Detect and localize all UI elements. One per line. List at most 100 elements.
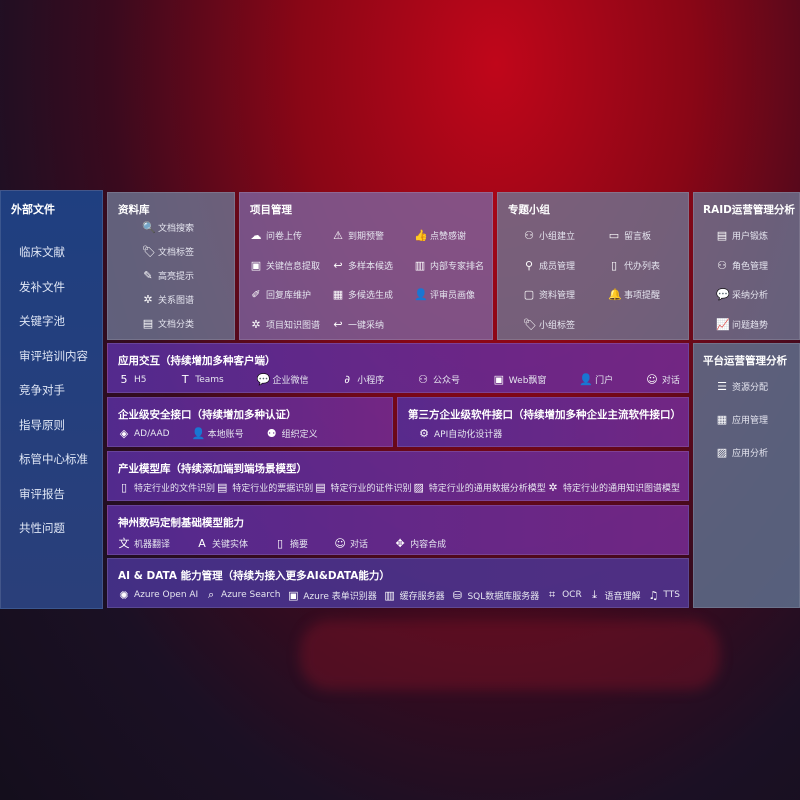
panel-platform: 平台运营管理分析 ☰ 资源分配 ▦ 应用管理 ▨ 应用分析 — [693, 343, 800, 608]
item-wechat[interactable]: 💬 企业微信 — [256, 373, 308, 386]
item-form[interactable]: ▣ Azure 表单识别器 — [287, 588, 377, 602]
item-entity[interactable]: A 关键实体 — [196, 535, 248, 551]
item-folder[interactable]: ▢ 资料管理 — [523, 288, 575, 301]
item-label: 文档标签 — [158, 248, 195, 258]
item-miniprogram[interactable]: ∂ 小程序 — [341, 373, 384, 386]
item-compose[interactable]: ✥ 内容合成 — [394, 535, 446, 551]
form-icon: ▣ — [288, 588, 299, 602]
item-label: 角色管理 — [732, 261, 769, 272]
translate-icon: 文 — [118, 537, 130, 550]
item-tag[interactable]: 🏷 小组标签 — [523, 318, 575, 331]
sidebar-item[interactable]: 发补文件 — [19, 279, 65, 294]
item-bbs[interactable]: ▭ 留言板 — [608, 229, 651, 242]
item-doc-search[interactable]: 🔍 文档搜索 — [142, 221, 194, 234]
tts-icon: ♫ — [648, 588, 659, 602]
item-edit[interactable]: ✐ 回复库维护 — [250, 288, 311, 301]
item-cloud-upload[interactable]: ☁ 问卷上传 — [250, 229, 303, 242]
graph-icon: ✲ — [143, 293, 153, 306]
item-window[interactable]: ▣ Web飘窗 — [493, 373, 547, 386]
item-pen[interactable]: ✎ 高亮提示 — [142, 269, 194, 282]
item-users[interactable]: ⚇ 小组建立 — [523, 229, 575, 242]
item-receipt[interactable]: ▤ 特定行业的票据识别 — [216, 481, 313, 494]
item-qa[interactable]: 💬 采纳分析 — [716, 288, 768, 301]
item-chart[interactable]: ▨ 应用分析 — [716, 446, 768, 459]
users-icon: ⚇ — [524, 229, 534, 242]
item-user[interactable]: 👤 评审员画像 — [414, 288, 475, 301]
item-search[interactable]: ⌕ Azure Search — [205, 588, 281, 602]
item-doc-category[interactable]: ▤ 文档分类 — [142, 317, 194, 330]
sidebar-item[interactable]: 审评报告 — [19, 486, 65, 501]
item-users[interactable]: ⚇ 公众号 — [417, 373, 460, 386]
item-trend[interactable]: 📈 问题趋势 — [716, 318, 768, 331]
item-id-card[interactable]: ▤ 用户锻炼 — [716, 229, 768, 242]
compose-icon: ✥ — [395, 536, 405, 550]
sidebar-item[interactable]: 标管中心标准 — [19, 452, 88, 466]
sidebar-item[interactable]: 审评培训内容 — [19, 348, 88, 363]
sidebar-item[interactable]: 指导原则 — [19, 417, 65, 432]
sidebar-item[interactable]: 临床文献 — [19, 245, 65, 259]
item-tag[interactable]: 🏷 文档标签 — [142, 245, 194, 258]
item-translate[interactable]: 文机器翻译 — [118, 535, 171, 551]
item-graph[interactable]: ✲ 项目知识图谱 — [250, 318, 320, 331]
item-account[interactable]: 👤 本地账号 — [192, 427, 244, 440]
item-chat[interactable]: ☺ 对话 — [646, 373, 680, 386]
item-checklist[interactable]: ☰ 资源分配 — [716, 380, 768, 393]
miniprogram-icon: ∂ — [344, 373, 351, 386]
item-window[interactable]: ▣ 关键信息提取 — [250, 259, 320, 272]
sidebar-item[interactable]: 关键字池 — [19, 314, 65, 328]
item-ranking[interactable]: ▥ 内部专家排名 — [414, 259, 484, 272]
item-graph[interactable]: ✲ 特定行业的通用知识图谱模型 — [547, 481, 680, 494]
item-html5[interactable]: 5 H5 — [118, 373, 147, 386]
item-label: 回复库维护 — [266, 291, 312, 301]
item-label: 问卷上传 — [266, 232, 303, 242]
item-label: 特定行业的文件识别 — [134, 484, 216, 494]
summary-icon: ▯ — [277, 536, 284, 550]
item-bell[interactable]: 🔔 事项提醒 — [608, 288, 660, 301]
item-chat[interactable]: ☺ 对话 — [334, 535, 368, 551]
item-sql[interactable]: ⛁ SQL数据库服务器 — [451, 588, 539, 602]
reply-icon: ↩ — [333, 317, 343, 331]
panel-third-party: 第三方企业级软件接口（持续增加多种企业主流软件接口） ⚙ API自动化设计器 — [397, 397, 689, 447]
item-gear[interactable]: ⚙ API自动化设计器 — [418, 427, 502, 440]
item-openai[interactable]: ✺ Azure Open AI — [118, 588, 198, 602]
item-label: 本地账号 — [207, 430, 244, 440]
item-alarm[interactable]: ⚠ 到期预警 — [332, 229, 384, 242]
item-reply[interactable]: ↩ 一键采纳 — [332, 318, 384, 331]
thumbs-up-icon: 👍 — [414, 229, 428, 242]
entity-icon: A — [198, 536, 206, 550]
item-label: Teams — [195, 374, 224, 385]
item-thumbs-up[interactable]: 👍 点赞感谢 — [414, 229, 466, 242]
item-label: 对话 — [350, 539, 369, 550]
item-apps[interactable]: ▦ 应用管理 — [716, 413, 768, 426]
item-org[interactable]: ⚉ 组织定义 — [266, 427, 318, 440]
item-portal[interactable]: 👤 门户 — [579, 373, 613, 386]
item-id-card[interactable]: ▤ 特定行业的证件识别 — [314, 481, 411, 494]
item-label: Web飘窗 — [508, 376, 547, 386]
sidebar-item[interactable]: 竞争对手 — [19, 383, 65, 397]
item-graph[interactable]: ✲ 关系图谱 — [142, 293, 194, 306]
item-teams[interactable]: T Teams — [179, 373, 224, 386]
item-puzzle[interactable]: ▦ 多候选生成 — [332, 288, 393, 301]
item-clipboard[interactable]: ▯ 代办列表 — [608, 259, 660, 272]
item-user-add[interactable]: ⚲ 成员管理 — [523, 259, 575, 272]
item-label: 文档分类 — [158, 320, 195, 330]
sidebar-item[interactable]: 共性问题 — [19, 521, 65, 535]
item-users[interactable]: ⚇ 角色管理 — [716, 259, 768, 272]
item-label: 关键信息提取 — [266, 261, 321, 272]
item-tts[interactable]: ♫ TTS — [647, 588, 680, 602]
search-icon: ⌕ — [207, 588, 215, 601]
item-cache[interactable]: ▥ 缓存服务器 — [384, 588, 444, 602]
clipboard-icon: ▯ — [610, 258, 618, 272]
item-reply[interactable]: ↩ 多样本候选 — [332, 259, 393, 272]
chart-icon: ▨ — [716, 446, 728, 459]
item-image[interactable]: ▨ 特定行业的通用数据分析模型 — [413, 481, 546, 494]
pen-icon: ✎ — [143, 269, 153, 282]
item-summary[interactable]: ▯ 摘要 — [274, 535, 308, 551]
item-ocr[interactable]: ⌗ OCR — [546, 588, 582, 602]
item-speech[interactable]: ⤓ 语音理解 — [589, 588, 640, 602]
item-file[interactable]: ▯ 特定行业的文件识别 — [118, 481, 215, 494]
item-label: Azure 表单识别器 — [303, 591, 377, 602]
item-ad[interactable]: ◈ AD/AAD — [118, 427, 170, 440]
item-label: API自动化设计器 — [434, 430, 503, 440]
panel-title: 应用交互（持续增加多种客户端） — [118, 355, 276, 367]
